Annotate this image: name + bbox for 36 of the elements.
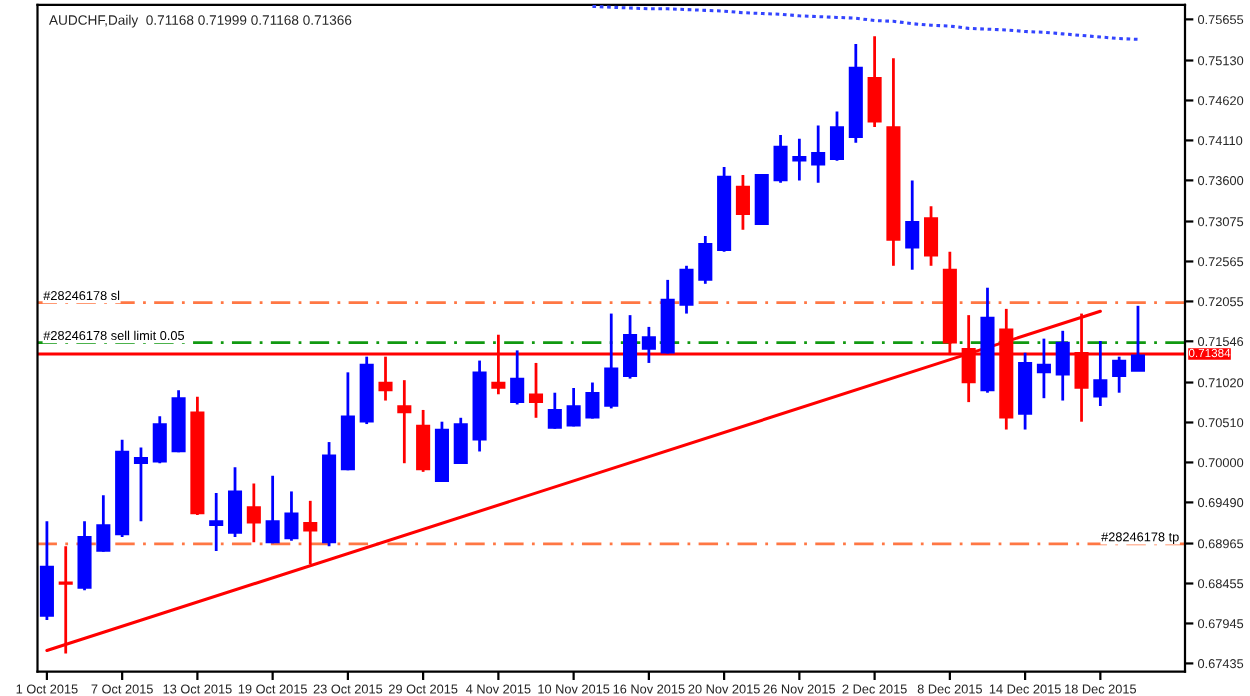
candlestick bbox=[867, 34, 882, 129]
candlestick bbox=[209, 491, 224, 553]
candlestick bbox=[246, 482, 261, 544]
candlestick bbox=[528, 361, 544, 420]
candlestick bbox=[1093, 339, 1108, 408]
candlestick bbox=[152, 414, 167, 465]
candlestick bbox=[1130, 304, 1146, 373]
candlestick bbox=[924, 204, 939, 268]
candlestick bbox=[698, 234, 713, 286]
candlestick bbox=[829, 110, 845, 163]
candlestick bbox=[227, 465, 243, 539]
candlestick bbox=[96, 493, 111, 554]
candlestick bbox=[510, 349, 525, 406]
candlestick bbox=[641, 325, 656, 365]
candlestick bbox=[679, 264, 694, 315]
candlestick bbox=[623, 313, 638, 380]
candlestick bbox=[453, 416, 468, 466]
candlestick bbox=[585, 381, 600, 420]
candlestick bbox=[735, 173, 750, 232]
candlestick bbox=[566, 386, 581, 428]
candlestick bbox=[303, 499, 318, 566]
candlestick bbox=[397, 378, 412, 465]
candlestick bbox=[604, 312, 619, 410]
candlestick bbox=[1055, 329, 1070, 402]
candlestick bbox=[811, 124, 826, 185]
candlestick bbox=[265, 474, 280, 545]
candlestick bbox=[547, 391, 562, 431]
candlestick bbox=[1036, 337, 1051, 400]
candlestick bbox=[416, 408, 431, 474]
line-series bbox=[590, 4, 1140, 41]
candlestick bbox=[773, 133, 788, 185]
candlestick bbox=[284, 490, 299, 543]
candlestick bbox=[792, 137, 807, 182]
candlestick bbox=[905, 178, 920, 272]
candlestick bbox=[133, 446, 149, 523]
candlestick bbox=[1112, 355, 1127, 395]
